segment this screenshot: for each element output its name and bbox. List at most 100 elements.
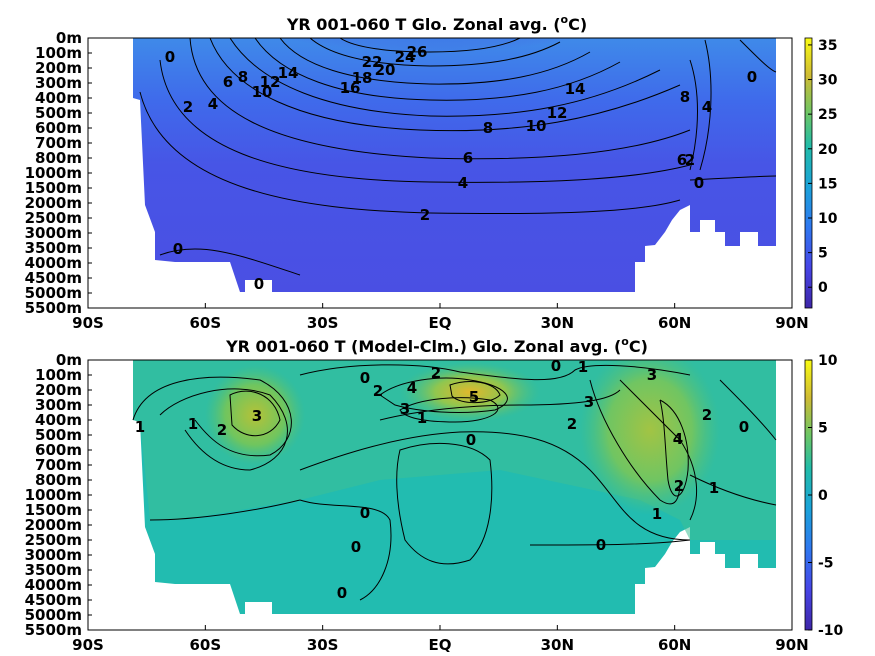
- contour-label: 4: [673, 430, 683, 448]
- y-tick-label: 1500m: [25, 501, 82, 519]
- contour-label: 5: [469, 388, 479, 406]
- contour-label: 1: [188, 415, 198, 433]
- contour-label: 12: [547, 104, 568, 122]
- y-tick-label: 500m: [35, 426, 82, 444]
- colorbar-tick-label: 10: [818, 353, 838, 369]
- y-axis-1: 0m100m200m300m400m500m600m700m800m1000m1…: [25, 29, 92, 317]
- y-tick-label: 3000m: [25, 224, 82, 242]
- warm-tongue-1: [150, 38, 710, 145]
- contour-label: 0: [254, 275, 264, 293]
- colorbar-2: 10 5 0 -5 -10: [804, 353, 844, 639]
- contour-label: 16: [340, 79, 361, 97]
- contour-label: 2: [567, 415, 577, 433]
- x-tick-label: 90S: [72, 314, 104, 332]
- contour-label: 2: [373, 382, 383, 400]
- x-tick-label: 60N: [658, 314, 691, 332]
- x-axis-2: 90S 60S 30S EQ 30N 60N 90N: [72, 625, 809, 654]
- contour-label: 2: [431, 364, 441, 382]
- y-tick-label: 5500m: [25, 621, 82, 639]
- x-tick-label: 30N: [541, 314, 574, 332]
- x-tick-label: 90S: [72, 636, 104, 654]
- contour-label: 0: [747, 68, 757, 86]
- colorbar-tick-label: 30: [818, 73, 838, 89]
- contour-label: 14: [565, 80, 586, 98]
- contour-label: 24: [395, 48, 416, 66]
- y-tick-label: 300m: [35, 74, 82, 92]
- colorbar-tick-label: 10: [818, 211, 838, 227]
- colorbar-tick-label: 5: [818, 246, 828, 262]
- y-tick-label: 200m: [35, 59, 82, 77]
- contour-label: 3: [584, 393, 594, 411]
- colorbar-tick-label: 20: [818, 142, 838, 158]
- contour-label: 4: [702, 98, 712, 116]
- contours-2: [132, 364, 777, 601]
- plot-area-1: [88, 38, 792, 308]
- contour-label: 4: [407, 379, 417, 397]
- x-tick-label: 60N: [658, 636, 691, 654]
- colorbar-1: 35 30 25 20 15 10 5 0: [804, 37, 838, 309]
- x-tick-label: 30N: [541, 636, 574, 654]
- contour-label: 0: [694, 174, 704, 192]
- contour-label: 2: [702, 406, 712, 424]
- x-tick-label: 90N: [775, 314, 808, 332]
- contour-label: 0: [596, 536, 606, 554]
- colorbar-tick-label: 5: [818, 421, 828, 437]
- y-tick-label: 4000m: [25, 576, 82, 594]
- contour-label: 0: [360, 369, 370, 387]
- y-tick-label: 100m: [35, 366, 82, 384]
- contour-label: 4: [458, 174, 468, 192]
- contour-label: 0: [739, 418, 749, 436]
- contours-1: [139, 38, 777, 276]
- y-tick-label: 600m: [35, 119, 82, 137]
- y-tick-label: 5000m: [25, 606, 82, 624]
- x-tick-label: 60S: [189, 314, 221, 332]
- y-tick-label: 600m: [35, 441, 82, 459]
- y-tick-label: 2500m: [25, 531, 82, 549]
- y-tick-label: 1500m: [25, 179, 82, 197]
- y-tick-label: 1000m: [25, 164, 82, 182]
- contour-label: 1: [652, 505, 662, 523]
- panel-1: YR 001-060 T Glo. Zonal avg. (oC): [25, 13, 838, 332]
- contour-label: 12: [260, 73, 281, 91]
- y-tick-label: 5000m: [25, 284, 82, 302]
- y-tick-label: 800m: [35, 149, 82, 167]
- y-tick-label: 2500m: [25, 209, 82, 227]
- contour-label: 0: [466, 431, 476, 449]
- x-tick-label: EQ: [429, 636, 452, 654]
- contour-label: 2: [183, 98, 193, 116]
- y-tick-label: 700m: [35, 134, 82, 152]
- y-tick-label: 2000m: [25, 516, 82, 534]
- x-tick-label: EQ: [429, 314, 452, 332]
- contour-label: 2: [685, 151, 695, 169]
- x-tick-label: 60S: [189, 636, 221, 654]
- contour-label: 1: [135, 418, 145, 436]
- contour-label: 0: [337, 584, 347, 602]
- chart-title-1: YR 001-060 T Glo. Zonal avg. (oC): [286, 13, 587, 34]
- contour-label: 8: [483, 119, 493, 137]
- contour-label: 3: [647, 366, 657, 384]
- y-tick-label: 3500m: [25, 239, 82, 257]
- contour-label: 3: [400, 400, 410, 418]
- y-tick-label: 1000m: [25, 486, 82, 504]
- contour-label: 0: [165, 48, 175, 66]
- contour-label: 0: [351, 538, 361, 556]
- contour-label: 8: [680, 88, 690, 106]
- contour-label: 0: [360, 504, 370, 522]
- contour-label: 10: [526, 117, 547, 135]
- contour-label: 26: [407, 43, 428, 61]
- contour-label: 2: [674, 477, 684, 495]
- y-tick-label: 5500m: [25, 299, 82, 317]
- panel-2: YR 001-060 T (Model-Clm.) Glo. Zonal avg…: [25, 335, 844, 654]
- y-tick-label: 400m: [35, 411, 82, 429]
- x-tick-label: 30S: [307, 636, 339, 654]
- colorbar-tick-label: 25: [818, 107, 837, 123]
- contour-label: 8: [238, 68, 248, 86]
- y-tick-label: 700m: [35, 456, 82, 474]
- contour-label: 6: [223, 73, 233, 91]
- colorbar-tick-label: -10: [818, 623, 844, 639]
- contour-label: 0: [173, 240, 183, 258]
- chart-title-2: YR 001-060 T (Model-Clm.) Glo. Zonal avg…: [225, 335, 648, 356]
